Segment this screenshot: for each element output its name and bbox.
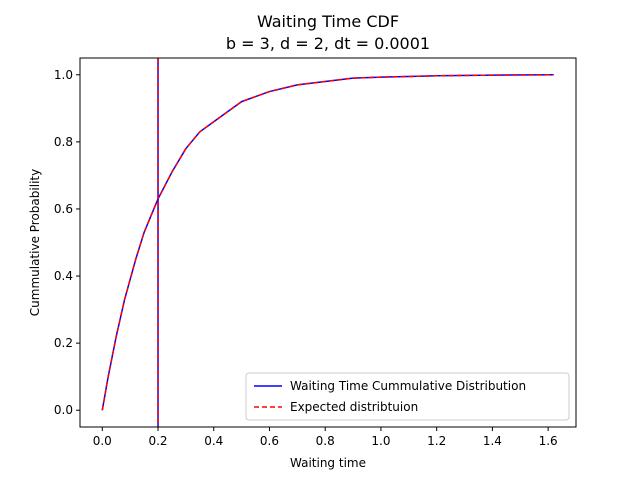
x-tick-label: 0.2 [148, 434, 167, 448]
x-tick-label: 0.8 [316, 434, 335, 448]
y-tick-label: 0.4 [54, 269, 73, 283]
legend: Waiting Time Cummulative Distribution Ex… [245, 372, 570, 421]
plot-frame [79, 57, 577, 428]
legend-label-expected: Expected distribtuion [290, 400, 418, 414]
x-tick-label: 1.0 [371, 434, 390, 448]
x-tick-label: 0.6 [260, 434, 279, 448]
y-tick-label: 1.0 [54, 68, 73, 82]
x-tick-label: 1.4 [483, 434, 502, 448]
y-tick-label: 0.8 [54, 135, 73, 149]
series-line-0 [101, 74, 554, 411]
x-tick-label: 1.2 [427, 434, 446, 448]
chart-subtitle: b = 3, d = 2, dt = 0.0001 [226, 34, 430, 53]
chart-title: Waiting Time CDF [257, 12, 399, 31]
x-tick-label: 0.0 [93, 434, 112, 448]
legend-label-cdf: Waiting Time Cummulative Distribution [290, 379, 526, 393]
x-tick-label: 0.4 [204, 434, 223, 448]
y-axis-label: Cummulative Probability [28, 169, 42, 316]
axes-layer: 0.0 0.2 0.4 0.6 0.8 1.0 1.2 1.4 1.6 0.0 0.2 0.4 0.6 0… [54, 57, 577, 448]
series-line-1 [101, 74, 554, 411]
data-layer [101, 58, 554, 427]
x-tick-label: 1.6 [539, 434, 558, 448]
x-axis-label: Waiting time [290, 456, 366, 470]
y-tick-label: 0.2 [54, 336, 73, 350]
legend-frame [245, 372, 570, 421]
y-tick-label: 0.6 [54, 202, 73, 216]
y-tick-label: 0.0 [54, 403, 73, 417]
